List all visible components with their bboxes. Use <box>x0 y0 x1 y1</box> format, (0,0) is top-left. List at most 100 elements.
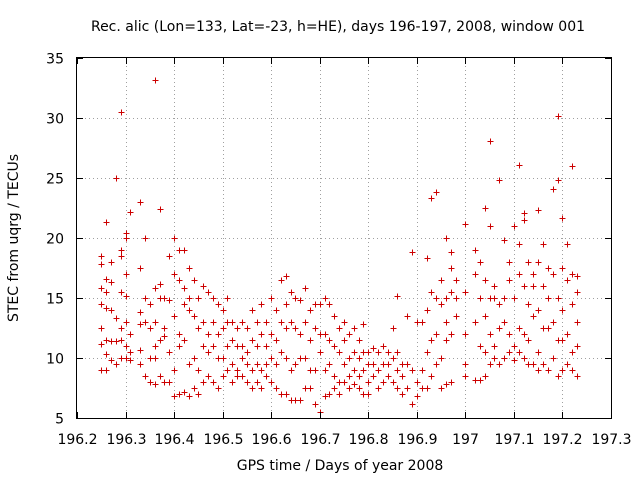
data-point <box>545 367 552 374</box>
data-point <box>200 319 207 326</box>
data-point <box>501 355 508 362</box>
data-point <box>443 295 450 302</box>
data-point <box>98 341 105 348</box>
data-point <box>506 349 513 356</box>
data-point <box>322 393 329 400</box>
data-point <box>462 331 469 338</box>
data-point <box>380 379 387 386</box>
grid-lines <box>77 58 611 418</box>
data-point <box>443 235 450 242</box>
data-point <box>142 319 149 326</box>
data-point <box>263 361 270 368</box>
data-point <box>118 337 125 344</box>
data-point <box>161 295 168 302</box>
data-point <box>103 289 110 296</box>
x-tick-label: 197.1 <box>494 432 534 448</box>
data-point <box>200 379 207 386</box>
x-tick-label: 196.4 <box>154 432 194 448</box>
data-point <box>341 379 348 386</box>
data-point <box>550 355 557 362</box>
data-point <box>317 349 324 356</box>
data-point <box>516 241 523 248</box>
data-point <box>200 283 207 290</box>
data-point <box>438 301 445 308</box>
data-point <box>496 325 503 332</box>
y-tick-label: 25 <box>46 172 64 188</box>
data-point <box>98 253 105 260</box>
data-point <box>123 293 130 300</box>
data-point <box>409 401 416 408</box>
data-point <box>535 307 542 314</box>
data-point <box>118 289 125 296</box>
data-point <box>103 276 110 283</box>
data-point <box>569 367 576 374</box>
data-point <box>448 289 455 296</box>
data-point <box>569 163 576 170</box>
data-point <box>506 331 513 338</box>
data-point <box>268 355 275 362</box>
data-point <box>574 289 581 296</box>
data-point <box>118 109 125 116</box>
data-point <box>356 373 363 380</box>
y-tick-label: 5 <box>55 412 64 428</box>
y-tick-label: 30 <box>46 112 64 128</box>
data-point <box>205 331 212 338</box>
data-points <box>98 77 581 416</box>
data-point <box>555 113 562 120</box>
data-point <box>496 177 503 184</box>
data-point <box>487 361 494 368</box>
data-point <box>268 295 275 302</box>
axis-ticks <box>77 58 612 419</box>
data-point <box>472 271 479 278</box>
data-point <box>574 373 581 380</box>
data-point <box>501 295 508 302</box>
data-point <box>283 273 290 280</box>
data-point <box>239 373 246 380</box>
data-point <box>414 379 421 386</box>
x-tick-label: 196.3 <box>106 432 146 448</box>
data-point <box>574 273 581 280</box>
data-point <box>491 295 498 302</box>
data-point <box>205 289 212 296</box>
data-point <box>545 265 552 272</box>
data-point <box>224 295 231 302</box>
data-point <box>302 285 309 292</box>
data-point <box>127 209 134 216</box>
data-point <box>326 391 333 398</box>
data-point <box>385 373 392 380</box>
data-point <box>443 319 450 326</box>
x-tick-label: 197 <box>452 432 479 448</box>
data-point <box>356 385 363 392</box>
data-point <box>564 277 571 284</box>
data-point <box>210 319 217 326</box>
data-point <box>370 373 377 380</box>
data-point <box>171 271 178 278</box>
data-point <box>297 331 304 338</box>
data-point <box>409 249 416 256</box>
data-point <box>312 401 319 408</box>
data-point <box>181 285 188 292</box>
data-point <box>521 331 528 338</box>
data-point <box>399 373 406 380</box>
data-point <box>341 319 348 326</box>
data-point <box>283 325 290 332</box>
data-point <box>341 361 348 368</box>
data-point <box>244 361 251 368</box>
data-point <box>254 379 261 386</box>
data-point <box>127 349 134 356</box>
data-point <box>477 343 484 350</box>
data-point <box>501 237 508 244</box>
data-point <box>375 349 382 356</box>
data-point <box>516 325 523 332</box>
data-point <box>336 391 343 398</box>
data-point <box>482 373 489 380</box>
data-point <box>491 343 498 350</box>
data-point <box>564 241 571 248</box>
data-point <box>254 361 261 368</box>
data-point <box>545 325 552 332</box>
data-point <box>559 265 566 272</box>
data-point <box>98 301 105 308</box>
data-point <box>482 313 489 320</box>
data-point <box>331 313 338 320</box>
data-point <box>195 325 202 332</box>
